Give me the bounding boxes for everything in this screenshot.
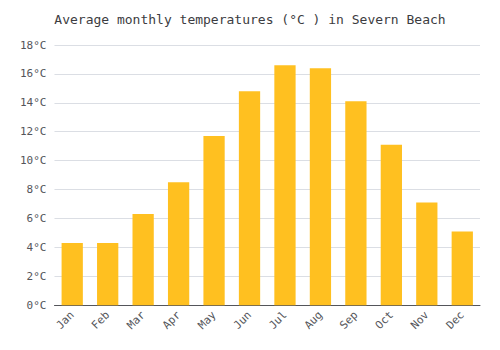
svg-text:Sep: Sep (337, 309, 360, 332)
svg-text:Feb: Feb (89, 309, 112, 332)
svg-text:Oct: Oct (373, 309, 396, 332)
svg-text:0°C: 0°C (27, 299, 47, 312)
svg-text:14°C: 14°C (20, 96, 47, 109)
svg-text:Jun: Jun (231, 309, 254, 332)
svg-text:Nov: Nov (408, 308, 431, 331)
svg-text:Jul: Jul (266, 309, 289, 332)
svg-text:8°C: 8°C (27, 183, 47, 196)
svg-text:May: May (195, 308, 218, 331)
svg-text:Dec: Dec (444, 309, 467, 332)
svg-text:Mar: Mar (125, 308, 148, 331)
svg-text:Jan: Jan (54, 309, 77, 332)
svg-text:Apr: Apr (160, 308, 183, 331)
svg-text:4°C: 4°C (27, 241, 47, 254)
svg-text:2°C: 2°C (27, 270, 47, 283)
svg-text:12°C: 12°C (20, 125, 47, 138)
svg-text:18°C: 18°C (20, 39, 47, 52)
svg-text:10°C: 10°C (20, 154, 47, 167)
svg-text:16°C: 16°C (20, 67, 47, 80)
svg-text:Aug: Aug (302, 309, 325, 332)
svg-text:6°C: 6°C (27, 212, 47, 225)
svg-text:Average monthly temperatures (: Average monthly temperatures (°C ) in Se… (54, 12, 445, 27)
